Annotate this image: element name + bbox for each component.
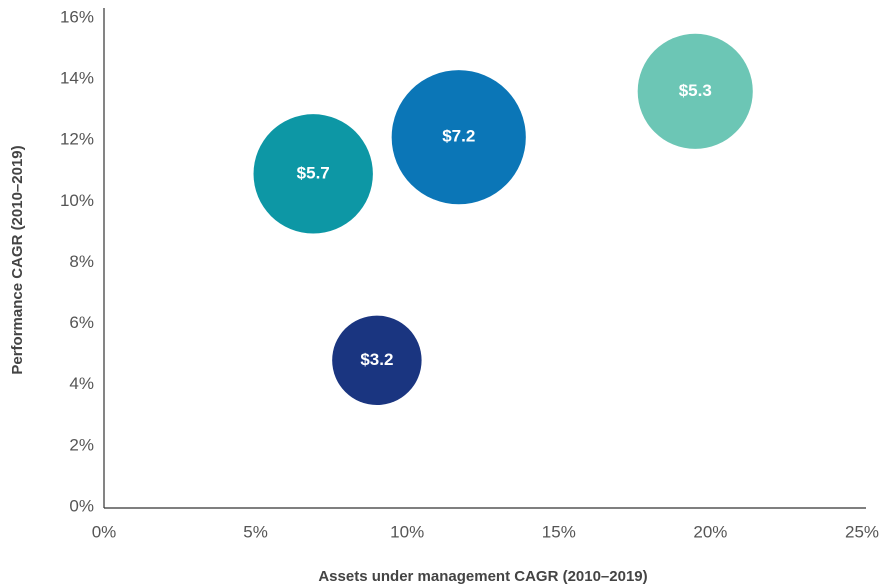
bubble [637,33,753,149]
x-axis-title: Assets under management CAGR (2010–2019) [318,568,647,585]
bubble-label: $7.2 [442,127,475,146]
x-tick-label: 20% [693,522,727,541]
bubble [332,315,422,406]
bubble [391,70,526,205]
x-tick-label: 25% [845,522,879,541]
y-tick-label: 2% [69,435,94,454]
x-tick-label: 10% [390,522,424,541]
x-tick-label: 5% [243,522,268,541]
bubble-label: $5.3 [679,81,712,100]
y-tick-label: 4% [69,374,94,393]
y-axis-title: Performance CAGR (2010–2019) [9,145,26,374]
x-tick-label: 15% [542,522,576,541]
y-tick-label: 8% [69,252,94,271]
bubble-label: $5.7 [297,163,330,182]
y-tick-label: 10% [60,191,94,210]
bubble-label: $3.2 [360,350,393,369]
y-tick-label: 16% [60,7,94,26]
y-tick-label: 0% [69,496,94,515]
x-tick-label: 0% [92,522,117,541]
y-tick-label: 14% [60,69,94,88]
y-tick-label: 12% [60,130,94,149]
bubble [253,114,373,234]
y-tick-label: 6% [69,313,94,332]
